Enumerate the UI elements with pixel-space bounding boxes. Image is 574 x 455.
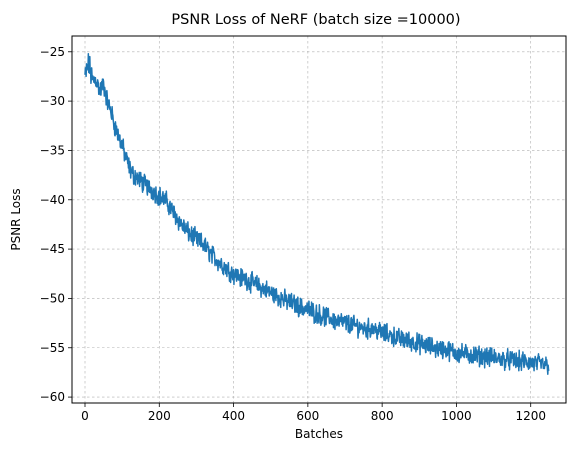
series-group <box>84 53 550 375</box>
x-tick-label: 1200 <box>515 409 546 423</box>
y-tick-label: −35 <box>40 143 65 157</box>
x-axis-label: Batches <box>295 427 343 441</box>
x-tick-label: 400 <box>222 409 245 423</box>
plot-frame <box>71 35 567 404</box>
grid <box>72 36 566 403</box>
y-tick-label: −25 <box>40 45 65 59</box>
y-tick-label: −40 <box>40 193 65 207</box>
y-tick-label: −50 <box>40 291 65 305</box>
y-tick-label: −55 <box>40 341 65 355</box>
x-tick-label: 800 <box>371 409 394 423</box>
chart-title: PSNR Loss of NeRF (batch size =10000) <box>171 12 460 28</box>
x-tick-label: 200 <box>148 409 171 423</box>
y-tick-label: −60 <box>40 390 65 404</box>
x-tick-label: 1000 <box>441 409 472 423</box>
x-tick-label: 0 <box>81 409 89 423</box>
x-tick-label: 600 <box>296 409 319 423</box>
ticks: 0 200 400 600 800 1000 1200 −60 −55 −50 −45 −40 −35 −… <box>40 45 546 423</box>
psnr-loss-line <box>84 53 550 375</box>
y-tick-label: −45 <box>40 242 65 256</box>
y-tick-label: −30 <box>40 94 65 108</box>
y-axis-label: PSNR Loss <box>9 188 23 250</box>
